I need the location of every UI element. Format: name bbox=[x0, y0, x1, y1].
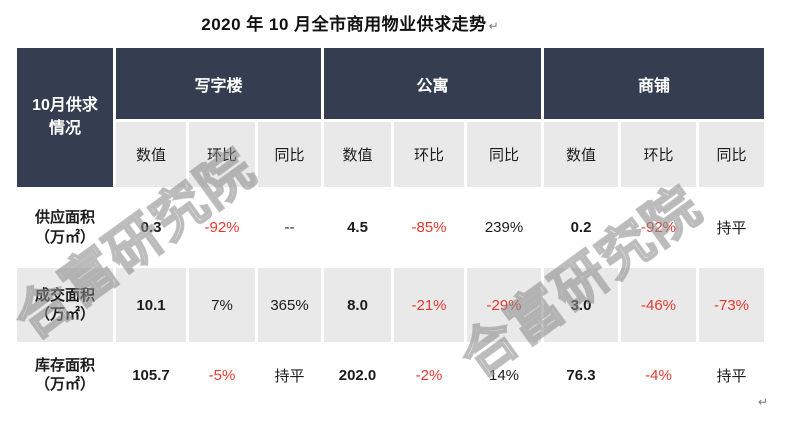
corner-header: 10月供求 情况 bbox=[17, 48, 113, 187]
value-cell: -92% bbox=[189, 190, 255, 265]
subheader-value: 数值 bbox=[544, 122, 619, 187]
value-cell: -4% bbox=[621, 345, 697, 405]
group-header-shop: 商铺 bbox=[544, 48, 765, 119]
value-cell: -73% bbox=[699, 268, 765, 342]
value-cell: -5% bbox=[189, 345, 255, 405]
page-title: 2020 年 10 月全市商用物业供求走势 ↵ bbox=[0, 10, 700, 35]
value-cell: 76.3 bbox=[544, 345, 619, 405]
value-cell: 持平 bbox=[699, 190, 765, 265]
value-cell: 7% bbox=[189, 268, 255, 342]
subheader-yoy: 同比 bbox=[467, 122, 542, 187]
value-cell: 8.0 bbox=[324, 268, 392, 342]
value-cell: 持平 bbox=[258, 345, 322, 405]
row-label-supply-area: 供应面积 （万㎡） bbox=[17, 190, 113, 265]
paragraph-mark-icon: ↵ bbox=[758, 395, 769, 409]
value-cell: -- bbox=[258, 190, 322, 265]
value-cell: 持平 bbox=[699, 345, 765, 405]
value-cell: 0.2 bbox=[544, 190, 619, 265]
supply-demand-table: 10月供求 情况 写字楼 公寓 商铺 数值 环比 同比 数值 环比 同比 数值 … bbox=[14, 45, 767, 408]
subheader-yoy: 同比 bbox=[699, 122, 765, 187]
subheader-mom: 环比 bbox=[621, 122, 697, 187]
value-cell: 10.1 bbox=[116, 268, 186, 342]
group-header-office: 写字楼 bbox=[116, 48, 322, 119]
group-header-apartment: 公寓 bbox=[324, 48, 542, 119]
value-cell: -29% bbox=[467, 268, 542, 342]
subheader-value: 数值 bbox=[324, 122, 392, 187]
subheader-mom: 环比 bbox=[189, 122, 255, 187]
value-cell: -92% bbox=[621, 190, 697, 265]
subheader-value: 数值 bbox=[116, 122, 186, 187]
paragraph-mark-icon: ↵ bbox=[488, 19, 499, 33]
subheader-yoy: 同比 bbox=[258, 122, 322, 187]
value-cell: 4.5 bbox=[324, 190, 392, 265]
value-cell: -85% bbox=[394, 190, 465, 265]
value-cell: 202.0 bbox=[324, 345, 392, 405]
value-cell: -21% bbox=[394, 268, 465, 342]
value-cell: 0.3 bbox=[116, 190, 186, 265]
row-label-inventory-area: 库存面积 （万㎡） bbox=[17, 345, 113, 405]
value-cell: 239% bbox=[467, 190, 542, 265]
value-cell: -46% bbox=[621, 268, 697, 342]
value-cell: 105.7 bbox=[116, 345, 186, 405]
value-cell: 3.0 bbox=[544, 268, 619, 342]
page-title-text: 2020 年 10 月全市商用物业供求走势 bbox=[201, 15, 487, 34]
value-cell: -2% bbox=[394, 345, 465, 405]
subheader-mom: 环比 bbox=[394, 122, 465, 187]
row-label-transaction-area: 成交面积 （万㎡） bbox=[17, 268, 113, 342]
value-cell: 365% bbox=[258, 268, 322, 342]
value-cell: 14% bbox=[467, 345, 542, 405]
